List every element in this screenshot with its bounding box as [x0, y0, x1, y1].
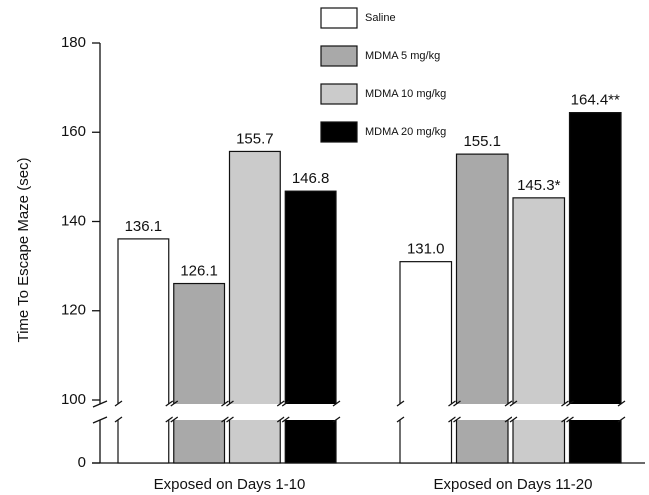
bar: [512, 197, 566, 464]
legend-label: MDMA 10 mg/kg: [365, 88, 446, 100]
bar-break-mark: [114, 400, 174, 423]
bar-break-mark: [226, 400, 285, 423]
bar-break-gap: [568, 404, 622, 420]
y-axis-label: Time To Escape Maze (sec): [15, 157, 32, 342]
bar: [173, 282, 226, 464]
value-label: 164.4**: [571, 92, 620, 109]
value-label: 155.7: [236, 130, 274, 147]
bar: [117, 238, 170, 464]
legend-swatch: [320, 83, 358, 105]
x-tick-label: Exposed on Days 11-20: [434, 476, 593, 493]
y-tick-label: 140: [61, 212, 86, 229]
bar-break-gap: [455, 404, 509, 420]
y-tick-label: 100: [61, 391, 86, 408]
value-label: 146.8: [292, 170, 330, 187]
axis-break: [92, 400, 108, 424]
y-tick-label: 120: [61, 302, 86, 319]
bar-break-mark: [170, 400, 229, 423]
bar: [284, 190, 337, 464]
y-tick-label: 180: [61, 34, 86, 51]
legend-swatch: [320, 7, 358, 29]
value-label: 155.1: [463, 133, 501, 150]
y-tick-label: 160: [61, 123, 86, 140]
bar-break-gap: [284, 404, 337, 420]
y-tick-label: 0: [78, 454, 86, 471]
bar-break-mark: [281, 400, 341, 423]
x-tick-label: Exposed on Days 1-10: [154, 476, 306, 493]
value-label: 145.3*: [517, 177, 561, 194]
bar-break-mark: [396, 400, 456, 423]
legend-swatch: [320, 45, 358, 67]
bar-break-gap: [512, 404, 566, 420]
bar: [399, 261, 453, 464]
bar-break-gap: [228, 404, 282, 420]
legend-swatch: [320, 121, 358, 143]
bar-break-mark: [453, 400, 513, 423]
value-label: 126.1: [180, 262, 218, 279]
legend-label: MDMA 20 mg/kg: [365, 126, 446, 138]
bar-break-mark: [566, 400, 626, 423]
value-label: 131.0: [407, 241, 445, 258]
bar-break-gap: [399, 404, 453, 420]
legend-label: Saline: [365, 12, 396, 24]
value-label: 136.1: [125, 218, 163, 235]
bar-break-mark: [509, 400, 569, 423]
legend-label: MDMA 5 mg/kg: [365, 50, 440, 62]
bar-break-gap: [117, 404, 170, 420]
bar-break-gap: [172, 404, 226, 420]
